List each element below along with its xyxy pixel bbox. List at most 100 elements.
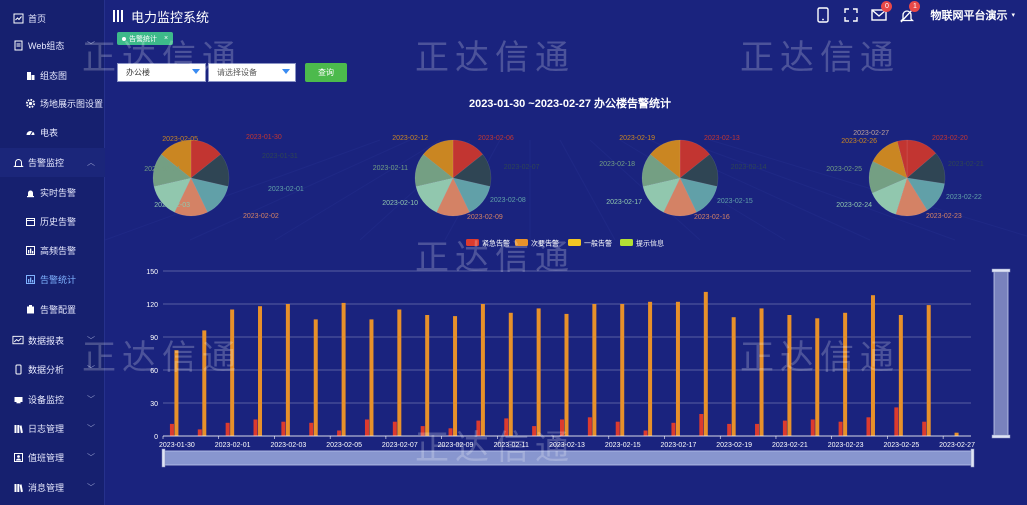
- tab-close-icon[interactable]: ×: [164, 35, 169, 42]
- bar-secondary: [926, 305, 931, 436]
- tab-alarm-stats[interactable]: 告警统计 ×: [117, 32, 174, 45]
- mail-icon[interactable]: 0: [870, 1, 893, 24]
- bar-urgent: [838, 421, 843, 436]
- bar-secondary: [815, 318, 820, 436]
- sidebar-item-9[interactable]: 告警统计: [0, 265, 105, 294]
- pie-slice: [452, 153, 492, 187]
- pie-slice: [906, 152, 946, 184]
- bar-urgent: [643, 430, 648, 436]
- x-tick-label: 2023-02-01: [215, 442, 251, 449]
- bar-urgent: [727, 423, 732, 436]
- bar-secondary: [230, 309, 235, 436]
- meter-icon: [24, 127, 36, 139]
- pie-label: 2023-02-24: [836, 202, 872, 209]
- siren-icon: [24, 187, 36, 199]
- fullscreen-icon[interactable]: [842, 6, 860, 24]
- sidebar-item-8[interactable]: 高频告警: [0, 236, 105, 265]
- bar-urgent: [699, 414, 704, 436]
- x-tick-label: 2023-02-23: [828, 442, 864, 449]
- pie-label: 2023-02-02: [243, 213, 279, 220]
- sidebar-item-16[interactable]: 消息管理 ﹀: [0, 473, 105, 502]
- bar-secondary: [453, 316, 458, 436]
- pie-label: 2023-02-18: [599, 161, 635, 168]
- pie-chart: 2023-02-13 2023-02-14 2023-02-15 2023-02-16…: [599, 135, 766, 221]
- user-menu[interactable]: 物联网平台演示 ▾: [930, 7, 1015, 23]
- sidebar-item-3[interactable]: 场地展示图设置: [0, 89, 105, 118]
- chevron-down-icon: ﹀: [87, 395, 95, 404]
- bar-secondary: [843, 312, 848, 436]
- pie-label: 2023-01-30: [246, 134, 282, 141]
- sidebar-item-10[interactable]: 告警配置: [0, 295, 105, 324]
- bar-secondary: [258, 306, 263, 436]
- pie-label: 2023-02-23: [926, 213, 962, 220]
- building-icon: [24, 70, 36, 82]
- bar-urgent: [866, 417, 871, 436]
- chevron-down-icon: ﹀: [87, 336, 95, 345]
- vzoom-handle-top: [991, 268, 1011, 273]
- x-tick-label: 2023-02-05: [326, 442, 362, 449]
- bar-secondary: [870, 295, 875, 436]
- sidebar-item-2[interactable]: 组态图: [0, 61, 105, 90]
- bg-perspective-line: [559, 139, 616, 241]
- sidebar-item-4[interactable]: 电表: [0, 118, 105, 147]
- phone-icon: [12, 364, 24, 376]
- sidebar-item-7[interactable]: 历史告警: [0, 207, 105, 236]
- pie-slice: [871, 177, 908, 215]
- dropdown-arrow-icon: [282, 69, 290, 74]
- sidebar-item-12[interactable]: 数据分析 ﹀: [0, 355, 105, 384]
- vzoom-track: [993, 270, 1009, 438]
- bar-secondary: [508, 312, 513, 436]
- pie-slice: [872, 140, 908, 179]
- device-select[interactable]: 请选择设备: [208, 63, 296, 82]
- x-tick-label: 2023-02-07: [382, 442, 418, 449]
- menu-toggle-icon[interactable]: [113, 10, 125, 22]
- x-tick-label: 2023-02-03: [270, 442, 306, 449]
- sidebar-item-15[interactable]: 值班管理 ﹀: [0, 443, 105, 472]
- pie-label: 2023-02-27: [853, 130, 889, 137]
- sidebar-item-5[interactable]: 告警监控 ︿: [0, 148, 105, 177]
- chevron-down-icon: ﹀: [87, 41, 95, 50]
- pie-slice: [896, 139, 908, 179]
- query-button[interactable]: 查询: [305, 63, 347, 82]
- config-icon: [24, 304, 36, 316]
- sidebar-item-label: 历史告警: [40, 217, 77, 227]
- chart-icon: [24, 274, 36, 286]
- pie-slice: [153, 177, 192, 213]
- pie-slice: [679, 139, 711, 179]
- chevron-down-icon: ﹀: [87, 365, 95, 374]
- x-tick-label: 2023-02-13: [549, 442, 585, 449]
- device-icon: [12, 394, 24, 406]
- pie-label: 2023-02-22: [946, 194, 982, 201]
- sidebar-item-label: 实时告警: [40, 188, 77, 198]
- pie-slice: [642, 177, 681, 213]
- user-name: 物联网平台演示: [930, 10, 1008, 22]
- chevron-up-icon: ︿: [87, 158, 95, 167]
- pie-label: 2023-01-31: [262, 153, 298, 160]
- sidebar-item-14[interactable]: 日志管理 ﹀: [0, 414, 105, 443]
- bar-urgent: [810, 419, 815, 436]
- sidebar: 首页 Web组态 ﹀ 组态图 场地展示图设置 电表 告警监控 ︿ 实时告警历史告警高频告警 告警统…: [0, 0, 105, 505]
- bell-off-icon[interactable]: 1: [898, 1, 921, 24]
- pie-slice: [452, 139, 484, 179]
- bar-grid: 0 30 60 90 120 150: [146, 269, 971, 441]
- pie-slice: [906, 139, 937, 179]
- sidebar-item-13[interactable]: 设备监控 ﹀: [0, 385, 105, 414]
- sidebar-item-label: 首页: [28, 14, 47, 24]
- pie-label: 2023-02-13: [704, 135, 740, 142]
- sidebar-item-11[interactable]: 数据报表 ﹀: [0, 326, 105, 355]
- sidebar-item-1[interactable]: Web组态 ﹀: [0, 31, 105, 60]
- tablet-icon[interactable]: [814, 6, 832, 24]
- pie-label: 2023-02-17: [606, 199, 642, 206]
- filter-bar: 办公楼 请选择设备: [117, 63, 296, 82]
- sidebar-item-label: 数据分析: [28, 365, 65, 375]
- sidebar-item-0[interactable]: 首页: [0, 4, 105, 33]
- legend-swatch: [620, 239, 633, 246]
- bar-secondary: [341, 302, 346, 436]
- horizontal-zoom-slider: [161, 448, 975, 468]
- legend-swatch: [466, 239, 479, 246]
- bar-secondary: [703, 291, 708, 436]
- building-select[interactable]: 办公楼: [117, 63, 206, 82]
- sidebar-item-6[interactable]: 实时告警: [0, 178, 105, 207]
- pie-label: 2023-02-07: [504, 164, 540, 171]
- zoom-window: [163, 451, 973, 465]
